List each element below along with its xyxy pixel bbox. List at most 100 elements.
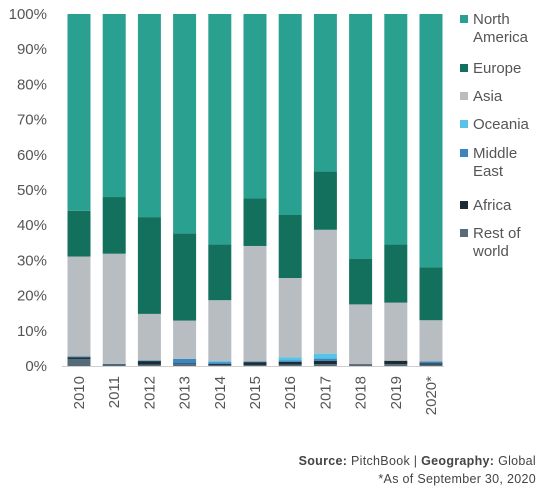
bar-segment — [278, 14, 302, 215]
bar-segment — [313, 171, 337, 230]
legend-swatch — [460, 229, 468, 237]
bar-segment — [67, 210, 91, 257]
legend-item: Oceania — [460, 116, 530, 133]
source-note: Source: PitchBook | Geography: Global — [299, 454, 536, 468]
bar-segment — [173, 358, 197, 364]
y-tick-label: 60% — [17, 147, 47, 164]
legend-label: Europe — [473, 60, 521, 77]
bar-segment — [384, 14, 408, 245]
x-tick-label: 2018 — [353, 376, 370, 409]
bar-segment — [349, 14, 373, 259]
bar-segment — [173, 14, 197, 234]
legend-swatch — [460, 92, 468, 100]
bar-segment — [102, 253, 126, 364]
bar-segment — [313, 364, 337, 366]
bar-segment — [102, 364, 126, 366]
bar-segment — [102, 197, 126, 254]
y-tick-label: 30% — [17, 252, 47, 269]
source-separator: | — [413, 454, 418, 468]
x-tick-label: 2011 — [106, 376, 123, 408]
bar-segment — [208, 244, 232, 301]
bars — [67, 14, 443, 366]
bar-stack — [137, 14, 161, 366]
bar-segment — [208, 300, 232, 362]
bar-segment — [102, 14, 126, 198]
bar-segment — [349, 364, 373, 365]
y-tick-label: 0% — [25, 358, 47, 375]
as-of-note: *As of September 30, 2020 — [378, 472, 536, 486]
bar-segment — [419, 363, 443, 365]
legend-swatch — [460, 149, 468, 157]
bar-segment — [67, 256, 91, 357]
bar-stack — [419, 14, 443, 366]
bar-segment — [243, 362, 267, 365]
legend-label: East — [473, 163, 504, 180]
bar-segment — [243, 245, 267, 362]
legend-label: Middle — [473, 145, 517, 162]
bar-segment — [137, 313, 161, 361]
bar-stack — [349, 14, 373, 366]
bar-segment — [102, 364, 126, 365]
y-tick-label: 90% — [17, 41, 47, 58]
x-tick-label: 2016 — [282, 376, 299, 409]
legend-item: Asia — [460, 88, 503, 105]
bar-segment — [384, 360, 408, 365]
bar-segment — [173, 320, 197, 359]
x-tick-label: 2015 — [247, 376, 264, 409]
legend-item: Africa — [460, 197, 512, 214]
bar-segment — [243, 198, 267, 246]
bar-stack — [243, 14, 267, 366]
legend-label: Rest of — [473, 225, 521, 242]
y-tick-label: 50% — [17, 182, 47, 199]
bar-segment — [208, 363, 232, 365]
bar-segment — [278, 364, 302, 366]
legend-label: North — [473, 11, 510, 28]
bar-segment — [278, 214, 302, 278]
bar-segment — [313, 353, 337, 359]
x-tick-label: 2019 — [388, 376, 405, 409]
y-tick-label: 20% — [17, 288, 47, 305]
bar-segment — [208, 361, 232, 363]
bar-segment — [67, 357, 91, 359]
bar-segment — [384, 364, 408, 366]
legend-item: Europe — [460, 60, 521, 77]
bar-segment — [419, 361, 443, 364]
bar-segment — [173, 233, 197, 321]
bar-segment — [137, 14, 161, 218]
legend-swatch — [460, 15, 468, 23]
bar-segment — [313, 229, 337, 354]
x-tick-label: 2010 — [71, 376, 88, 409]
source-value: PitchBook — [351, 454, 410, 468]
bar-stack — [173, 14, 197, 366]
bar-segment — [67, 14, 91, 211]
bar-segment — [173, 364, 197, 366]
bar-segment — [278, 361, 302, 365]
bar-stack — [67, 14, 91, 366]
bar-segment — [67, 358, 91, 366]
bar-segment — [278, 360, 302, 362]
bar-segment — [313, 358, 337, 361]
bar-segment — [137, 364, 161, 366]
geography-value: Global — [498, 454, 536, 468]
bar-segment — [419, 364, 443, 366]
bar-segment — [137, 217, 161, 314]
y-tick-label: 40% — [17, 217, 47, 234]
x-tick-label: 2014 — [212, 376, 229, 409]
x-tick-label: 2012 — [141, 376, 158, 409]
bar-segment — [349, 258, 373, 305]
bar-segment — [419, 320, 443, 362]
bar-segment — [278, 357, 302, 361]
bar-segment — [208, 362, 232, 364]
bar-segment — [243, 361, 267, 363]
bar-segment — [313, 360, 337, 365]
legend-label: America — [473, 29, 529, 46]
y-tick-label: 100% — [9, 6, 47, 23]
bar-segment — [208, 14, 232, 245]
legend-label: Asia — [473, 88, 503, 105]
bar-segment — [419, 14, 443, 268]
bar-segment — [278, 278, 302, 358]
